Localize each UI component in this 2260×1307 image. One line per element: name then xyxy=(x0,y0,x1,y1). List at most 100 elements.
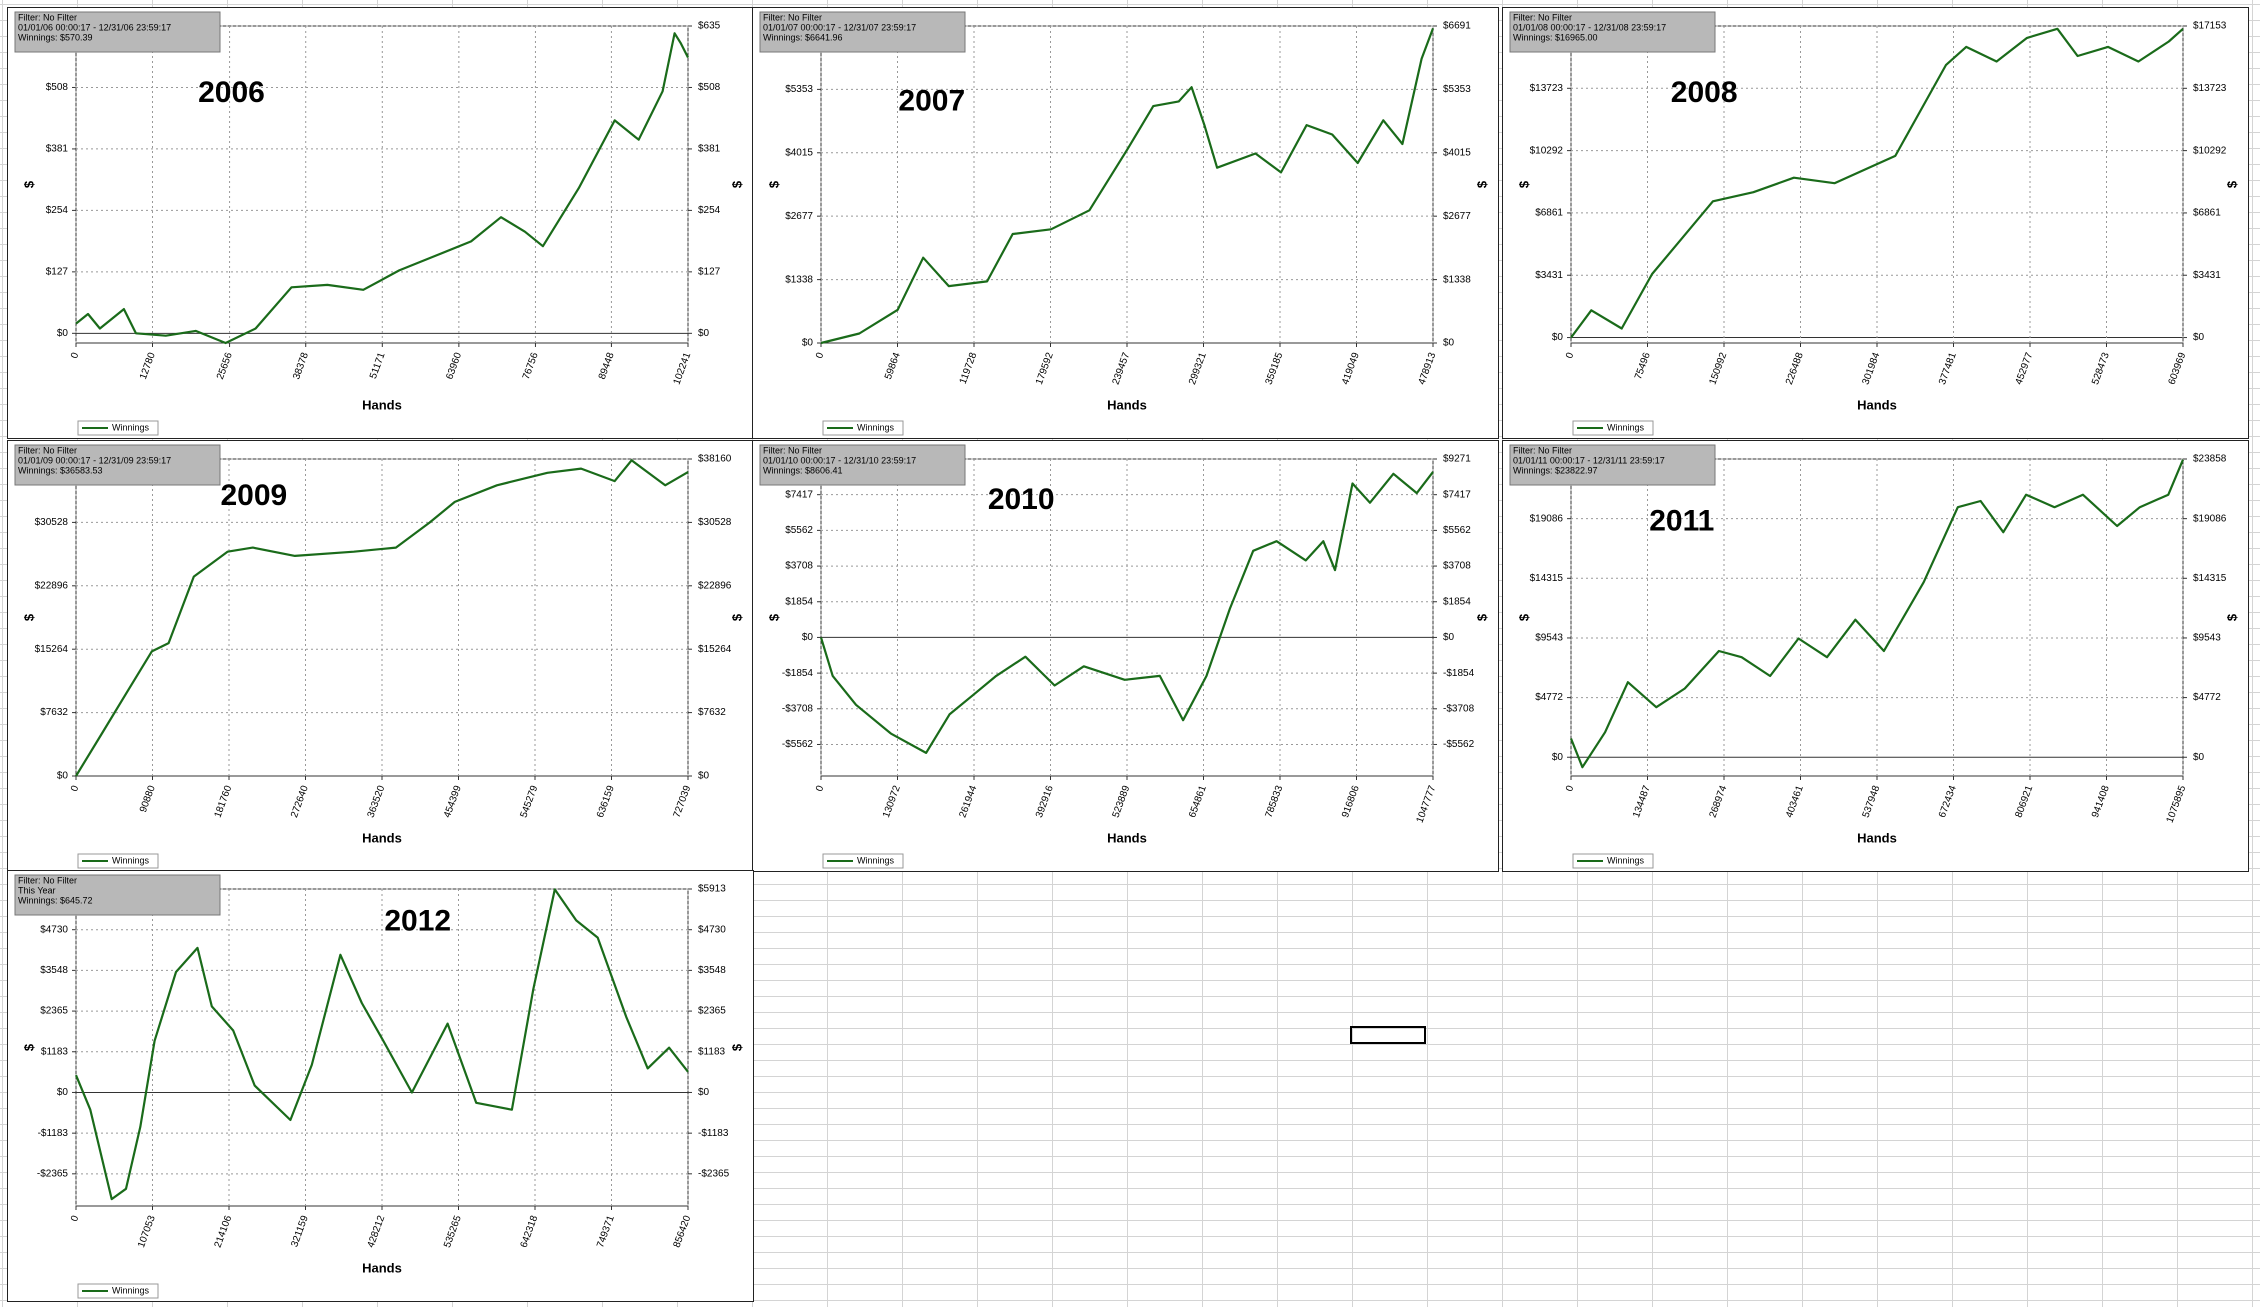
y2-tick-label: $0 xyxy=(2193,752,2205,763)
x-axis-label: Hands xyxy=(362,830,402,845)
y2-tick-label: -$5562 xyxy=(1443,739,1475,750)
x-tick-label: 749371 xyxy=(595,1214,617,1250)
filter-text: Filter: No Filter xyxy=(763,12,822,22)
x-tick-label: 76756 xyxy=(521,351,541,381)
filter-text: Filter: No Filter xyxy=(1513,445,1572,455)
y2-tick-label: $5913 xyxy=(698,884,726,895)
y2-tick-label: $1338 xyxy=(1443,274,1471,285)
filter-text: Filter: No Filter xyxy=(1513,12,1572,22)
filter-box xyxy=(1509,444,1716,486)
x-tick-label: 0 xyxy=(69,1214,81,1223)
y-tick-label: $5353 xyxy=(785,84,813,95)
x-tick-label: 25656 xyxy=(215,351,235,381)
winnings-line xyxy=(820,28,1435,345)
winnings-line xyxy=(1570,27,2184,339)
y-tick-label: $22896 xyxy=(35,580,69,591)
x-tick-label: 636159 xyxy=(595,784,617,820)
y2-tick-label: $17153 xyxy=(2193,21,2227,32)
y-tick-label: $13723 xyxy=(1530,83,1564,94)
x-tick-label: 102241 xyxy=(672,351,694,387)
legend-box xyxy=(77,853,159,869)
y-axis-label: $ xyxy=(21,180,36,188)
x-tick-label: 38378 xyxy=(291,351,311,381)
x-tick-label: 545279 xyxy=(519,784,541,820)
y2-tick-label: $4730 xyxy=(698,924,726,935)
x-tick-label: 806921 xyxy=(2014,784,2036,820)
x-tick-label: 226488 xyxy=(1784,351,1806,387)
legend-label: Winnings xyxy=(1607,855,1645,865)
x-axis-label: Hands xyxy=(362,1260,402,1275)
x-tick-label: 1075895 xyxy=(2165,784,2189,825)
x-axis-label: Hands xyxy=(1857,397,1897,412)
y2-tick-label: $508 xyxy=(698,82,721,93)
legend-label: Winnings xyxy=(112,422,150,432)
x-tick-label: 268974 xyxy=(1708,784,1730,820)
winnings-line xyxy=(74,888,689,1201)
filter-box xyxy=(759,444,966,486)
y2-tick-label: $127 xyxy=(698,266,721,277)
filter-text: 01/01/06 00:00:17 - 12/31/06 23:59:17 xyxy=(18,22,171,32)
chart: $0 $0$1338 $1338$2677 $2677$4015 $4015$5353 $… xyxy=(752,7,1499,439)
y2-tick-label: $38160 xyxy=(698,454,732,465)
x-tick-label: 321159 xyxy=(289,1214,311,1249)
winnings-line xyxy=(819,471,1434,754)
y-axis-label: $ xyxy=(1516,180,1531,188)
chart: -$5562 -$5562 -$3708 -$3708 -$1854 -$1854 $0 $0… xyxy=(752,440,1499,872)
y2-axis-label: $ xyxy=(729,180,744,188)
x-tick-label: 299321 xyxy=(1187,351,1209,387)
y-tick-label: $254 xyxy=(46,205,69,216)
y2-tick-label: $7417 xyxy=(1443,489,1471,500)
selected-cell[interactable] xyxy=(1350,1026,1426,1044)
y-tick-label: $1183 xyxy=(41,1046,69,1057)
legend-label: Winnings xyxy=(857,855,895,865)
y-tick-label: -$1854 xyxy=(782,668,814,679)
x-tick-label: 428212 xyxy=(366,1214,388,1250)
y-axis-label: $ xyxy=(766,180,781,188)
y2-tick-label: $2677 xyxy=(1443,211,1471,222)
filter-text: Winnings: $645.72 xyxy=(18,895,93,905)
x-tick-label: 392916 xyxy=(1034,784,1056,820)
x-tick-label: 672434 xyxy=(1937,784,1959,820)
y-axis-label: $ xyxy=(1516,613,1531,621)
y2-tick-label: $3548 xyxy=(698,965,726,976)
filter-text: Filter: No Filter xyxy=(763,445,822,455)
y-tick-label: $2365 xyxy=(40,1006,68,1017)
y-tick-label: $0 xyxy=(57,328,69,339)
chart: $0 $0 $127 $127 $254 $254 $381 $381 $508 $508 $635… xyxy=(7,7,754,439)
legend-box xyxy=(822,853,904,869)
y-tick-label: $3708 xyxy=(785,561,813,572)
y-tick-label: -$5562 xyxy=(782,739,814,750)
x-tick-label: 90880 xyxy=(138,784,158,814)
filter-text: Winnings: $8606.41 xyxy=(763,465,843,475)
filter-text: 01/01/07 00:00:17 - 12/31/07 23:59:17 xyxy=(763,22,916,32)
x-tick-label: 0 xyxy=(1564,351,1576,360)
filter-text: Winnings: $570.39 xyxy=(18,32,93,42)
filter-box xyxy=(759,11,966,53)
y2-tick-label: $1854 xyxy=(1443,596,1471,607)
y-tick-label: $19086 xyxy=(1530,513,1564,524)
y2-tick-label: $635 xyxy=(698,21,721,32)
x-tick-label: 478913 xyxy=(1417,351,1439,387)
plot-area xyxy=(820,25,1434,344)
y-tick-label: $7632 xyxy=(40,707,68,718)
year-label: 2010 xyxy=(988,483,1055,516)
x-tick-label: 654861 xyxy=(1187,784,1209,820)
y-tick-label: $15264 xyxy=(35,644,69,655)
x-tick-label: 0 xyxy=(69,351,81,360)
y2-tick-label: $5353 xyxy=(1443,84,1471,95)
x-tick-label: 107053 xyxy=(136,1214,158,1250)
x-tick-label: 239457 xyxy=(1111,351,1133,387)
y-tick-label: $508 xyxy=(46,82,69,93)
y2-tick-label: $0 xyxy=(2193,332,2205,343)
y2-axis-label: $ xyxy=(2224,180,2239,188)
y-tick-label: $3548 xyxy=(40,965,68,976)
y-tick-label: $0 xyxy=(802,632,814,643)
x-tick-label: 785833 xyxy=(1264,784,1286,820)
x-tick-label: 89448 xyxy=(597,351,617,381)
x-tick-label: 63960 xyxy=(444,351,464,381)
y-axis-label: $ xyxy=(21,1043,36,1051)
x-tick-label: 403461 xyxy=(1784,784,1806,820)
x-tick-label: 214106 xyxy=(213,1214,235,1250)
y2-tick-label: $7632 xyxy=(698,707,726,718)
